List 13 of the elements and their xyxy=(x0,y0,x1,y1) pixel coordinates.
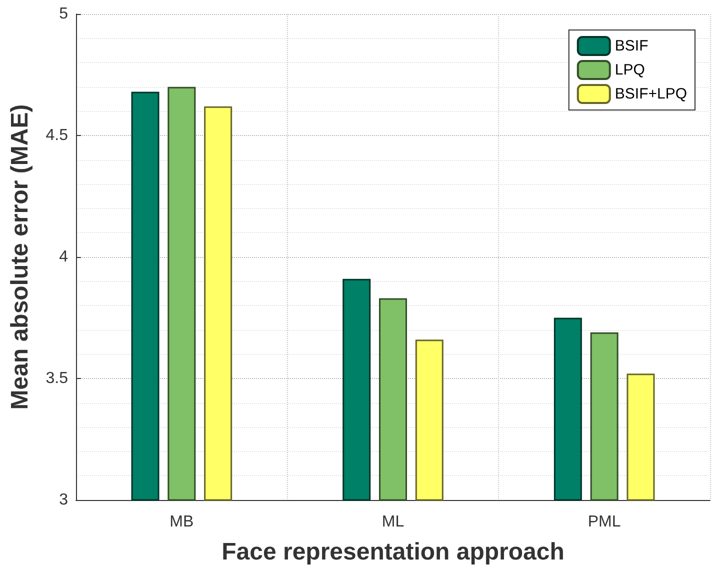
y-tick-label: 4 xyxy=(59,248,68,266)
legend-label: BSIF xyxy=(614,38,648,54)
y-tick-label: 3.5 xyxy=(46,370,68,387)
x-tick-label: ML xyxy=(382,514,404,530)
x-axis-title: Face representation approach xyxy=(222,538,564,566)
y-axis-title: Mean absolute error (MAE) xyxy=(6,104,34,410)
x-tick-label: MB xyxy=(170,514,194,530)
y-tick-label: 5 xyxy=(59,6,68,22)
y-tick-label: 4.5 xyxy=(46,127,68,144)
legend-label: LPQ xyxy=(614,62,645,78)
x-tick-label: PML xyxy=(588,514,621,530)
y-tick-label: 3 xyxy=(59,492,68,508)
legend-label: BSIF+LPQ xyxy=(614,86,688,102)
